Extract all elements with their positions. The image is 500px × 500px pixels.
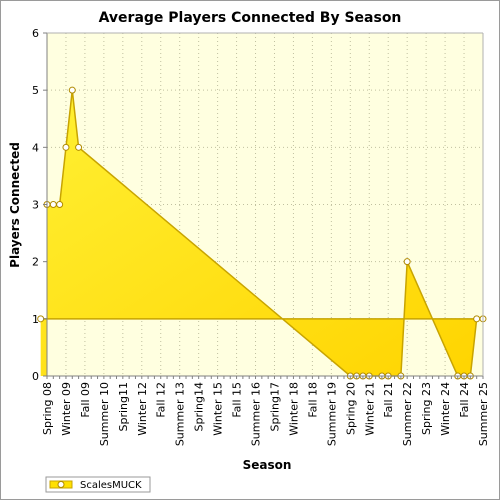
y-tick-label: 2: [32, 256, 39, 269]
chart-title: Average Players Connected By Season: [99, 10, 402, 26]
x-tick-label: Fall 18: [306, 382, 319, 418]
x-tick-label: Spring 20: [344, 382, 357, 435]
x-tick-label: Spring11: [117, 382, 130, 432]
x-tick-label: Winter 24: [439, 382, 452, 436]
x-tick-label: Summer 19: [325, 382, 338, 446]
x-tick-label: Fall 24: [458, 382, 471, 418]
x-tick-label: Summer 22: [401, 382, 414, 446]
y-tick-label: 1: [32, 313, 39, 326]
y-tick-label: 5: [32, 84, 39, 97]
data-point: [403, 258, 411, 266]
x-tick-label: Fall 09: [79, 382, 92, 418]
y-tick-label: 3: [32, 199, 39, 212]
x-tick-label: Winter 12: [136, 382, 149, 436]
x-tick-label: Fall 21: [382, 382, 395, 418]
x-tick-label: Fall 15: [231, 382, 244, 418]
x-tick-label: Winter 18: [287, 382, 300, 436]
data-point: [62, 143, 70, 151]
legend-marker: [57, 481, 65, 488]
x-tick-label: Summer 10: [98, 382, 111, 446]
data-point: [75, 143, 83, 151]
data-point: [56, 201, 64, 208]
data-point: [473, 315, 481, 323]
y-tick-label: 0: [32, 370, 39, 383]
legend-label: ScalesMUCK: [80, 480, 142, 491]
legend: ScalesMUCK: [45, 476, 151, 493]
series-area: [40, 90, 484, 377]
x-tick-label: Summer 25: [477, 382, 490, 446]
x-tick-label: Winter 21: [363, 382, 376, 436]
x-tick-label: Spring 23: [420, 382, 433, 435]
x-tick-label: Spring17: [268, 382, 281, 432]
x-tick-label: Spring 08: [41, 382, 54, 435]
x-tick-label: Summer 16: [250, 382, 263, 446]
x-tick-label: Winter 09: [60, 382, 73, 436]
x-tick-label: Fall 12: [155, 382, 168, 418]
y-tick-label: 4: [32, 141, 39, 154]
y-axis-title: Players Connected: [8, 142, 22, 268]
x-axis-title: Season: [243, 458, 292, 472]
data-point: [49, 201, 57, 208]
x-tick-label: Summer 13: [174, 382, 187, 446]
data-point: [68, 86, 76, 94]
y-tick-label: 6: [32, 27, 39, 40]
x-tick-label: Winter 15: [212, 382, 225, 436]
x-tick-label: Spring14: [193, 382, 206, 432]
